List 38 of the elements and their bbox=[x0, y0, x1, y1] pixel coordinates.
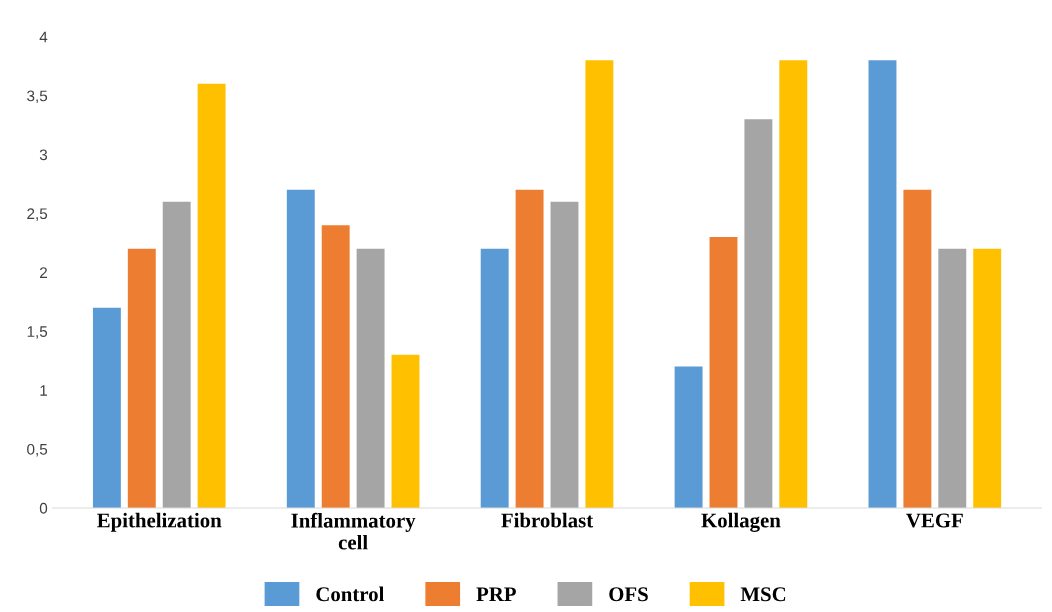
bar bbox=[162, 201, 191, 508]
legend-label: MSC bbox=[740, 587, 786, 602]
bar bbox=[92, 307, 121, 508]
bar bbox=[779, 60, 808, 508]
bar bbox=[321, 225, 350, 508]
y-tick-label: 2 bbox=[40, 267, 47, 278]
y-tick-label: 3 bbox=[39, 149, 48, 161]
legend-label: OFS bbox=[609, 587, 648, 602]
bar bbox=[550, 201, 579, 508]
y-tick-label: 0 bbox=[39, 502, 48, 514]
bar bbox=[938, 248, 967, 508]
legend-label: PRP bbox=[476, 587, 516, 602]
bar bbox=[973, 248, 1002, 508]
x-tick-label: VEGF bbox=[906, 513, 963, 528]
bar bbox=[674, 366, 703, 508]
bar bbox=[197, 83, 226, 508]
y-tick-label: 2,5 bbox=[27, 208, 48, 221]
y-tick-label: 4 bbox=[39, 31, 48, 43]
x-tick-label: Inflammatory cell bbox=[291, 512, 416, 550]
bar bbox=[709, 237, 738, 508]
x-tick-label: Fibroblast bbox=[501, 512, 594, 528]
legend-label: Control bbox=[316, 586, 385, 602]
bar bbox=[286, 189, 315, 508]
bar bbox=[868, 60, 897, 508]
y-tick-label: 3,5 bbox=[27, 90, 48, 104]
bar bbox=[480, 248, 509, 508]
bar bbox=[744, 119, 773, 508]
x-tick-label: Kollagen bbox=[701, 512, 781, 532]
y-tick-label: 0,5 bbox=[27, 443, 48, 457]
bar bbox=[515, 189, 544, 508]
bar bbox=[585, 60, 614, 508]
bar bbox=[903, 189, 932, 508]
bar bbox=[356, 248, 385, 508]
x-tick-label: Epithelization bbox=[97, 512, 222, 532]
bar bbox=[391, 354, 420, 508]
y-tick-label: 1,5 bbox=[27, 326, 48, 339]
y-tick-label: 1 bbox=[40, 385, 47, 396]
bar bbox=[127, 248, 156, 508]
